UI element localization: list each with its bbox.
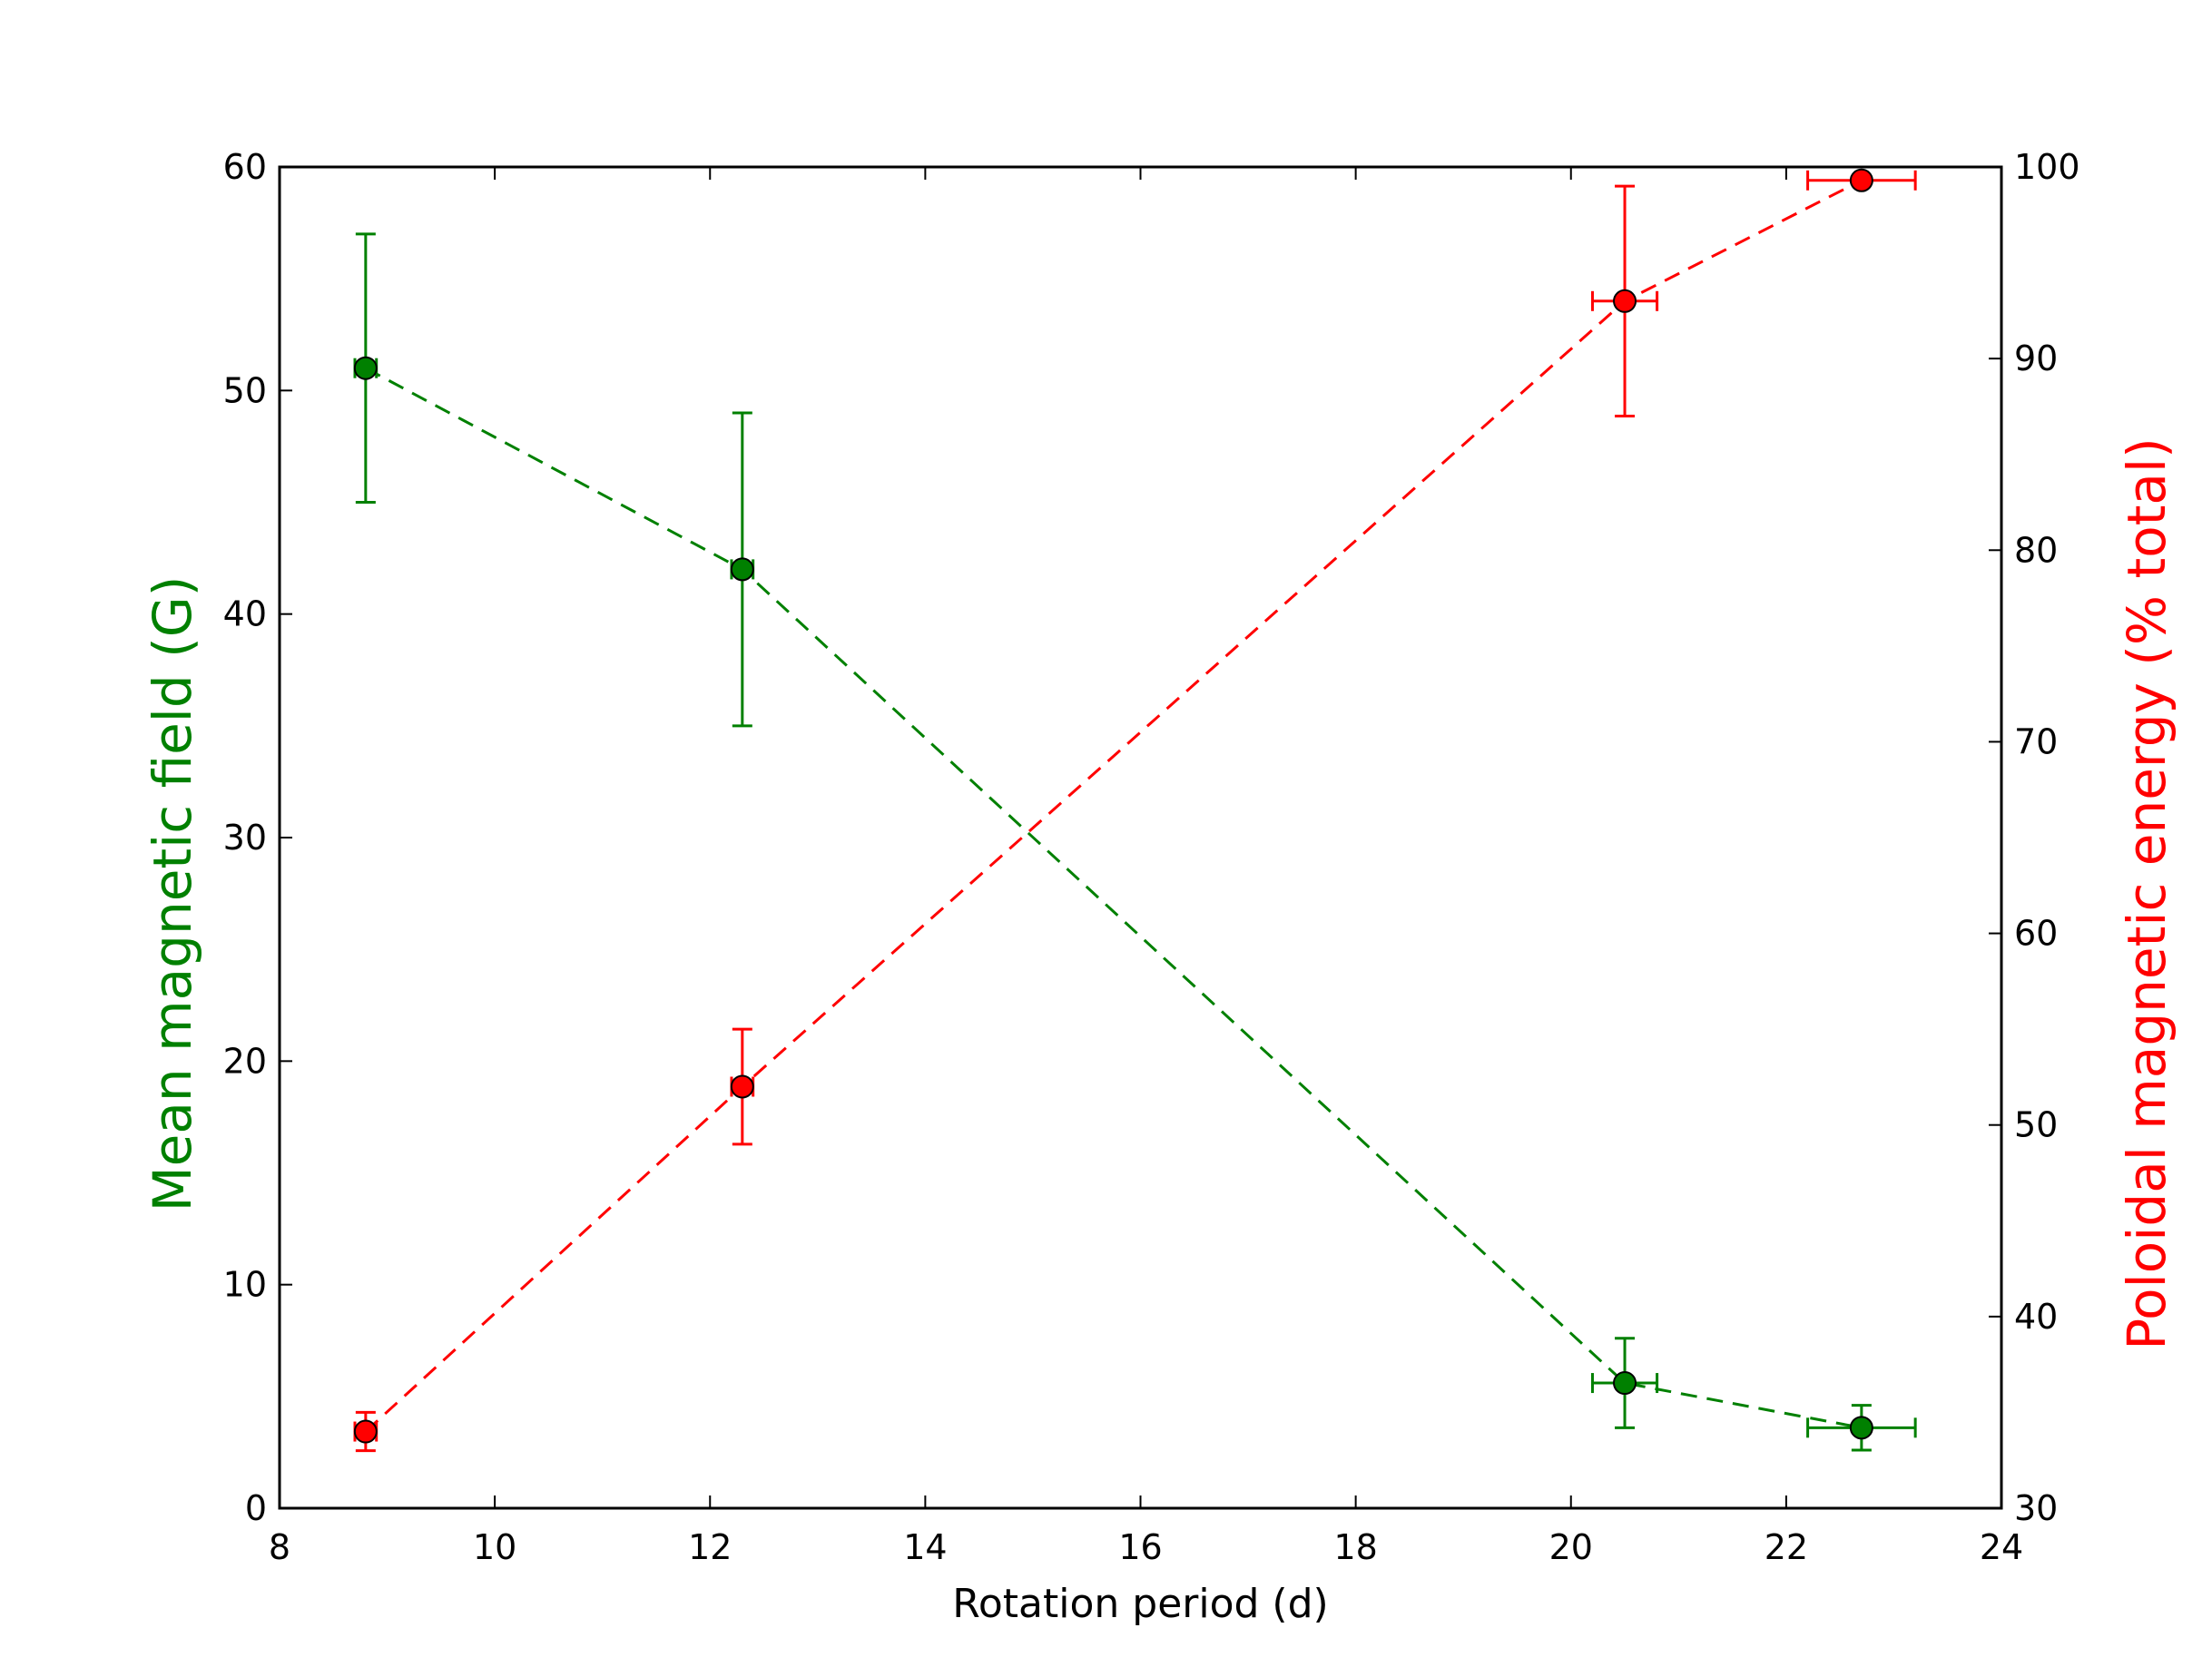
right-y-tick-label: 60 [2014,914,2058,954]
data-point-right [1590,184,1659,417]
x-tick-label: 14 [903,1527,947,1567]
series-line-left [365,367,1863,1429]
right-y-tick-label: 50 [2014,1105,2058,1145]
left-y-tick-label: 50 [223,370,267,410]
left-y-tick-label: 60 [223,147,267,187]
data-point-right [1806,168,1917,192]
data-marker [730,1074,754,1099]
series-line-right [364,179,1863,1433]
left-y-tick-label: 10 [223,1265,267,1305]
ticks-layer: 8 10 12 14 16 18 20 22 24 0 10 20 30 40 50 60 30 40 50 60 70… [223,147,2080,1567]
right-y-tick-label: 80 [2014,530,2058,570]
x-tick-label: 16 [1118,1527,1162,1567]
data-marker [353,1419,378,1444]
data-marker [353,356,378,380]
data-point-left [730,411,755,728]
right-y-tick-label: 40 [2014,1297,2058,1337]
data-marker [1849,168,1873,192]
data-marker [730,557,754,582]
left-y-tick-label: 30 [223,818,267,858]
series-layer [353,168,1917,1453]
x-tick-label: 18 [1333,1527,1377,1567]
left-y-tick-label: 0 [245,1488,267,1528]
data-marker [1849,1416,1873,1440]
right-y-axis-label: Poloidal magnetic energy (% total) [2116,437,2178,1349]
data-point-left [1590,1337,1659,1429]
x-tick-label: 20 [1549,1527,1593,1567]
data-point-right [730,1027,755,1146]
left-y-tick-label: 20 [223,1041,267,1081]
right-y-tick-label: 30 [2014,1488,2058,1528]
x-tick-label: 10 [473,1527,516,1567]
right-y-tick-label: 70 [2014,721,2058,761]
data-point-left [353,232,378,504]
data-point-left [1806,1404,1917,1452]
data-marker [1613,1371,1637,1396]
x-axis-label: Rotation period (d) [952,1581,1328,1627]
x-tick-label: 24 [1980,1527,2023,1567]
x-tick-label: 22 [1765,1527,1808,1567]
left-y-tick-label: 40 [223,594,267,634]
left-y-axis-label: Mean magnetic field (G) [142,576,203,1212]
data-point-right [353,1410,378,1453]
x-tick-label: 8 [269,1527,290,1567]
data-marker [1613,289,1637,313]
x-tick-label: 12 [688,1527,732,1567]
right-y-tick-label: 100 [2014,147,2080,187]
right-y-tick-label: 90 [2014,338,2058,378]
